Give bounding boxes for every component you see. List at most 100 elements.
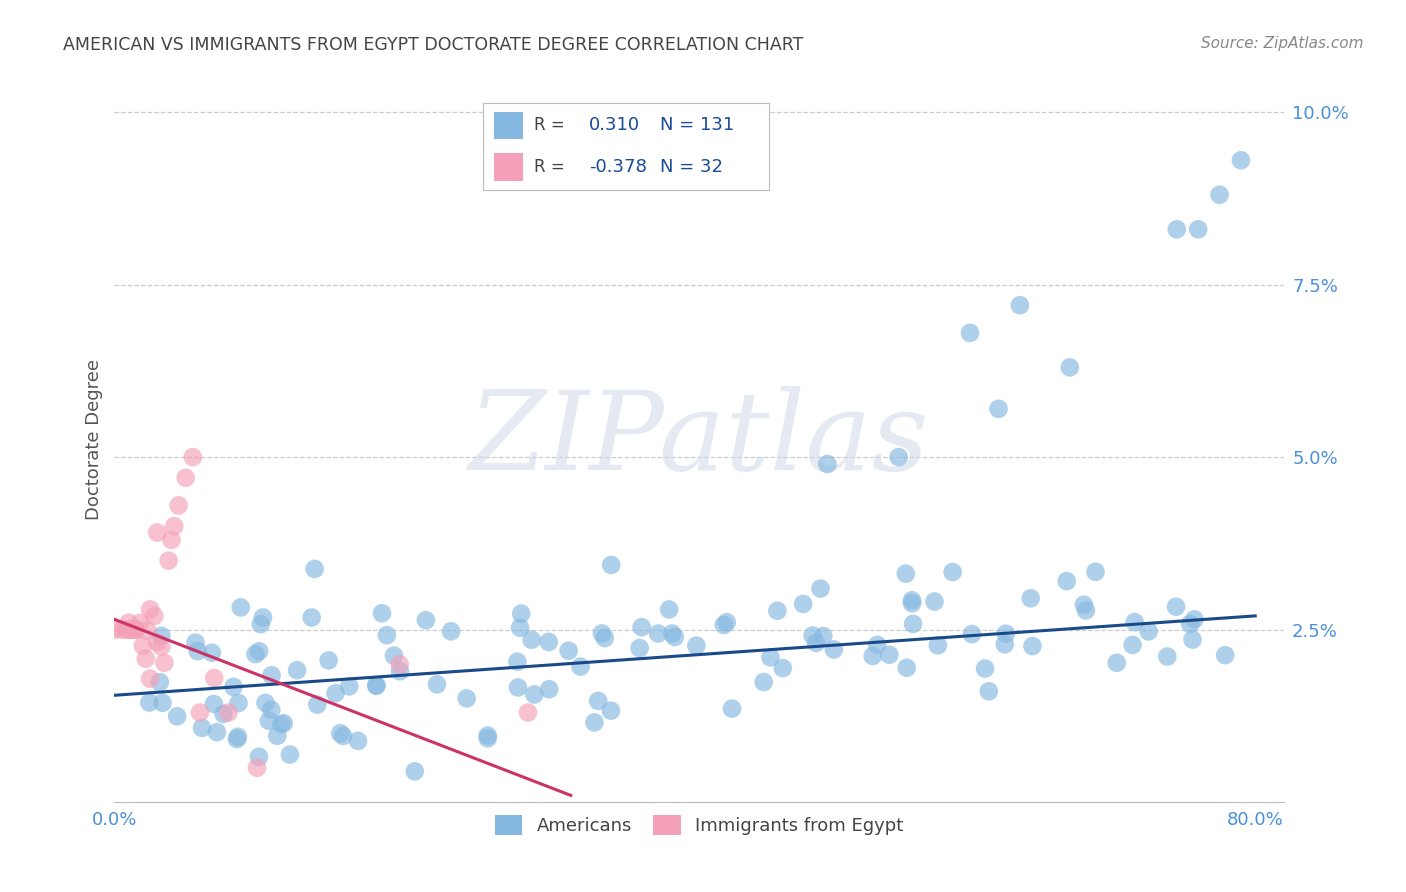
Point — [1008, 298, 1031, 312]
Point — [901, 593, 924, 607]
Point — [713, 618, 735, 632]
Point — [924, 594, 946, 608]
Point — [927, 638, 949, 652]
Point — [520, 632, 543, 647]
Point — [537, 635, 560, 649]
Point — [389, 665, 412, 679]
Point — [139, 672, 162, 686]
Point — [685, 639, 707, 653]
Point — [191, 721, 214, 735]
Point — [228, 696, 250, 710]
Point — [103, 623, 125, 637]
Point — [270, 717, 292, 731]
Point — [517, 706, 540, 720]
Point — [1156, 649, 1178, 664]
Point — [174, 471, 197, 485]
Point — [506, 655, 529, 669]
Point — [125, 623, 148, 637]
Point — [146, 635, 169, 649]
Point — [440, 624, 463, 639]
Point — [149, 675, 172, 690]
Point — [252, 610, 274, 624]
Point — [125, 623, 148, 637]
Point — [1084, 565, 1107, 579]
Point — [987, 401, 1010, 416]
Point — [766, 604, 789, 618]
Point — [721, 701, 744, 715]
Point — [187, 644, 209, 658]
Point — [509, 621, 531, 635]
Point — [121, 623, 143, 637]
Point — [201, 646, 224, 660]
Point — [366, 678, 388, 692]
Point — [260, 703, 283, 717]
Point — [752, 675, 775, 690]
Point — [388, 657, 411, 672]
Point — [229, 600, 252, 615]
Point — [152, 696, 174, 710]
Text: AMERICAN VS IMMIGRANTS FROM EGYPT DOCTORATE DEGREE CORRELATION CHART: AMERICAN VS IMMIGRANTS FROM EGYPT DOCTOR… — [63, 36, 804, 54]
Point — [202, 697, 225, 711]
Point — [813, 629, 835, 643]
Point — [301, 610, 323, 624]
Point — [557, 644, 579, 658]
Point — [139, 602, 162, 616]
Point — [382, 648, 405, 663]
Point — [160, 533, 183, 547]
Point — [1122, 638, 1144, 652]
Point — [960, 627, 983, 641]
Point — [307, 698, 329, 712]
Point — [181, 450, 204, 464]
Point — [1056, 574, 1078, 588]
Point — [866, 638, 889, 652]
Point — [366, 679, 388, 693]
Point — [1181, 632, 1204, 647]
Point — [1073, 598, 1095, 612]
Point — [593, 631, 616, 645]
Point — [569, 659, 592, 673]
Point — [266, 729, 288, 743]
Point — [994, 637, 1017, 651]
Point — [759, 650, 782, 665]
Point — [329, 726, 352, 740]
Point — [1187, 222, 1209, 236]
Point — [456, 691, 478, 706]
Point — [658, 602, 681, 616]
Point — [1164, 599, 1187, 614]
Point — [318, 653, 340, 667]
Point — [212, 706, 235, 721]
Point — [150, 629, 173, 643]
Point — [994, 626, 1017, 640]
Point — [132, 639, 155, 653]
Point — [630, 620, 652, 634]
Point — [118, 623, 141, 637]
Point — [135, 651, 157, 665]
Y-axis label: Doctorate Degree: Doctorate Degree — [86, 359, 103, 520]
Point — [1074, 603, 1097, 617]
Point — [974, 661, 997, 675]
Point — [600, 558, 623, 572]
Point — [977, 684, 1000, 698]
Point — [1180, 616, 1202, 631]
Point — [1021, 639, 1043, 653]
Point — [166, 709, 188, 723]
Point — [129, 615, 152, 630]
Point — [218, 706, 240, 720]
Point — [118, 615, 141, 630]
Point — [1123, 615, 1146, 629]
Point — [245, 647, 267, 661]
Point — [325, 686, 347, 700]
Point — [506, 681, 529, 695]
Point — [138, 696, 160, 710]
Point — [184, 635, 207, 649]
Point — [1059, 360, 1081, 375]
Point — [896, 661, 918, 675]
Point — [247, 749, 270, 764]
Point — [426, 677, 449, 691]
Point — [1137, 624, 1160, 639]
Point — [887, 450, 910, 464]
Point — [110, 623, 132, 637]
Point — [347, 734, 370, 748]
Point — [959, 326, 981, 340]
Point — [167, 499, 190, 513]
